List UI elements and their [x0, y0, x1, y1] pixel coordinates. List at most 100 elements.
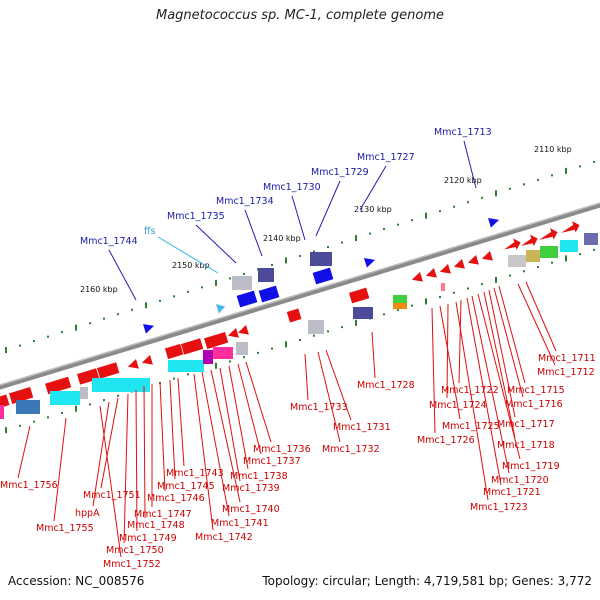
gene-arrow[interactable] — [559, 219, 582, 236]
gene-block[interactable] — [0, 394, 10, 409]
gene-block[interactable] — [236, 290, 258, 308]
gene-label-reverse[interactable]: Mmc1_1743 — [166, 468, 224, 479]
gene-label-reverse[interactable]: Mmc1_1745 — [157, 481, 215, 492]
leader-line — [325, 349, 352, 421]
gene-label-reverse[interactable]: Mmc1_1740 — [222, 504, 280, 515]
gene-arrow[interactable] — [488, 215, 500, 228]
gene-arrow[interactable] — [410, 272, 423, 284]
gene-label-reverse[interactable]: Mmc1_1747 — [134, 509, 192, 520]
forward-gene-labels: Mmc1_1713 Mmc1_1727 Mmc1_1729 Mmc1_1730 Mmc1… — [80, 127, 492, 301]
gene-block[interactable] — [348, 287, 370, 304]
gene-label-forward[interactable]: Mmc1_1735 — [167, 211, 225, 222]
gene-label-forward[interactable]: Mmc1_1729 — [311, 167, 369, 178]
leader-line — [177, 377, 185, 467]
gene-label-reverse[interactable]: Mmc1_1737 — [243, 456, 301, 467]
minor-tick — [509, 187, 511, 190]
gene-block[interactable] — [258, 285, 280, 303]
gene-arrow[interactable] — [466, 255, 479, 267]
minor-tick — [131, 308, 133, 311]
leader-line — [488, 289, 516, 418]
gene-block[interactable] — [204, 332, 229, 349]
gene-label-forward[interactable]: Mmc1_1713 — [434, 127, 492, 138]
leader-line — [237, 363, 262, 455]
gene-block[interactable] — [45, 376, 72, 395]
gene-arrow[interactable] — [140, 355, 153, 367]
forward-genes — [143, 215, 500, 334]
gene-label-reverse[interactable]: Mmc1_1748 — [127, 520, 185, 531]
gene-label-reverse[interactable]: Mmc1_1728 — [357, 380, 415, 391]
cog-box — [258, 268, 274, 282]
gene-label-reverse[interactable]: Mmc1_1725 — [442, 421, 500, 432]
gene-block[interactable] — [286, 308, 302, 323]
gene-label-forward[interactable]: Mmc1_1744 — [80, 236, 138, 247]
gene-label-reverse[interactable]: Mmc1_1751 — [83, 490, 141, 501]
gene-label-reverse[interactable]: Mmc1_1732 — [322, 444, 380, 455]
gene-label-reverse[interactable]: hppA — [75, 508, 100, 519]
gene-block[interactable] — [164, 343, 184, 360]
gene-label-reverse[interactable]: Mmc1_1742 — [195, 532, 253, 543]
gene-arrow[interactable] — [226, 328, 239, 340]
gene-label-reverse[interactable]: Mmc1_1719 — [502, 461, 560, 472]
gene-block[interactable] — [312, 267, 334, 285]
gene-label-forward[interactable]: Mmc1_1730 — [263, 182, 321, 193]
gene-label-forward[interactable]: Mmc1_1727 — [357, 152, 415, 163]
gene-block[interactable] — [76, 368, 100, 385]
gene-label-reverse[interactable]: Mmc1_1720 — [491, 475, 549, 486]
minor-tick — [47, 416, 49, 419]
gene-label-reverse[interactable]: Mmc1_1750 — [106, 545, 164, 556]
leader-line — [157, 236, 219, 274]
minor-tick — [383, 228, 385, 231]
gene-arrow[interactable] — [143, 321, 155, 334]
cog-box — [308, 320, 324, 334]
reverse-genes-left — [0, 325, 249, 419]
gene-arrow[interactable] — [424, 268, 437, 280]
leader-line — [143, 385, 146, 519]
gene-label-reverse[interactable]: Mmc1_1736 — [253, 444, 311, 455]
gene-label-reverse[interactable]: Mmc1_1733 — [290, 402, 348, 413]
gene-label-reverse[interactable]: Mmc1_1739 — [222, 483, 280, 494]
gene-label-reverse[interactable]: Mmc1_1716 — [505, 399, 563, 410]
gene-arrow[interactable] — [438, 264, 451, 276]
gene-arrow[interactable] — [480, 251, 493, 263]
gene-block[interactable] — [180, 338, 204, 355]
gene-arrow[interactable] — [126, 359, 139, 371]
leader-line — [458, 299, 462, 384]
leader-line — [100, 397, 119, 489]
gene-label-reverse[interactable]: Mmc1_1755 — [36, 523, 94, 534]
gene-arrow[interactable] — [537, 226, 560, 243]
gene-label-reverse[interactable]: Mmc1_1726 — [417, 435, 475, 446]
gene-arrow[interactable] — [236, 325, 249, 337]
gene-label-reverse[interactable]: Mmc1_1718 — [497, 440, 555, 451]
minor-tick — [173, 295, 175, 298]
major-tick — [565, 255, 567, 262]
gene-label-reverse[interactable]: Mmc1_1711 — [538, 353, 596, 364]
minor-tick — [103, 399, 105, 402]
gene-label-reverse[interactable]: Mmc1_1746 — [147, 493, 205, 504]
gene-label-reverse[interactable]: Mmc1_1721 — [483, 487, 541, 498]
major-tick — [215, 362, 217, 369]
gene-label-reverse[interactable]: Mmc1_1741 — [211, 518, 269, 529]
gene-block[interactable] — [9, 387, 34, 404]
rna-arrow[interactable] — [216, 302, 227, 314]
gene-label-reverse[interactable]: Mmc1_1715 — [507, 385, 565, 396]
gene-arrow[interactable] — [502, 237, 523, 254]
gene-label-reverse[interactable]: Mmc1_1749 — [119, 533, 177, 544]
gene-block[interactable] — [96, 362, 120, 379]
gene-arrow[interactable] — [519, 233, 540, 250]
gene-label-reverse[interactable]: Mmc1_1731 — [333, 422, 391, 433]
gene-label-reverse[interactable]: Mmc1_1752 — [103, 559, 161, 570]
gene-label-reverse[interactable]: Mmc1_1712 — [537, 367, 595, 378]
topology-text: Topology: circular; Length: 4,719,581 bp… — [262, 574, 592, 588]
major-tick — [425, 298, 427, 305]
gene-arrow[interactable] — [364, 255, 376, 268]
gene-label-reverse[interactable]: Mmc1_1723 — [470, 502, 528, 513]
gene-label-reverse[interactable]: Mmc1_1756 — [0, 480, 58, 491]
rna-label[interactable]: ffs — [144, 226, 156, 237]
cog-box — [203, 350, 213, 364]
gene-arrow[interactable] — [452, 259, 465, 271]
minor-tick — [593, 248, 595, 251]
gene-label-reverse[interactable]: Mmc1_1738 — [230, 471, 288, 482]
gene-label-forward[interactable]: Mmc1_1734 — [216, 196, 274, 207]
gene-label-reverse[interactable]: Mmc1_1717 — [497, 419, 555, 430]
leader-line — [17, 425, 31, 479]
